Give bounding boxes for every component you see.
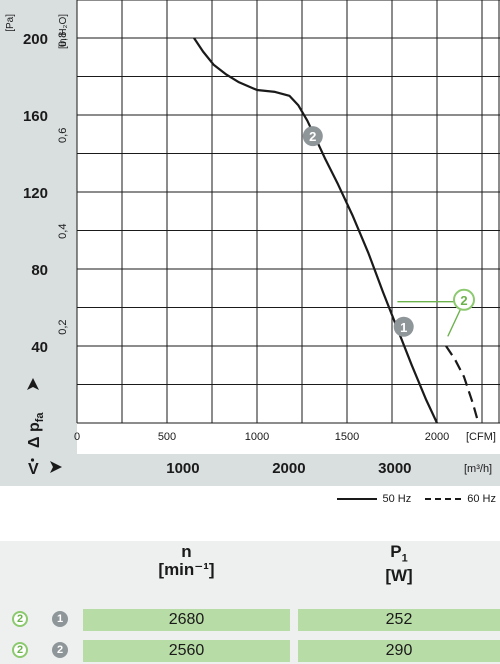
bottom-axis-band: [0, 454, 500, 486]
operating-point-markers: 1 2 2: [302, 126, 475, 337]
x-axis-m3h-ticks: 1000 2000 3000: [166, 460, 411, 477]
v-dot-icon: [30, 458, 35, 462]
col-speed-header: n [min⁻¹]: [83, 543, 290, 579]
fan-curve-chart: 200 160 120 80 40 0,8 0,6 0,4 0,2 0 500 1000 1500 2…: [0, 0, 500, 486]
left-axis-band: [0, 0, 77, 454]
y-tick-label: 40: [31, 339, 48, 356]
marker-circle: [393, 316, 414, 337]
legend: 50 Hz 60 Hz: [336, 490, 496, 508]
x-tick-label: 1500: [335, 431, 359, 443]
dp-label: Δ p: [26, 422, 43, 448]
col-speed-symbol: n: [181, 542, 192, 561]
legend-50hz-label: 50 Hz: [382, 493, 412, 505]
plot-grid: [76, 0, 500, 424]
callout-lines: [397, 301, 462, 337]
col-speed-unit: [min⁻¹]: [158, 560, 215, 579]
dp-arrow-icon: [27, 378, 39, 390]
grey-marker-icon: 1: [52, 611, 68, 627]
y-tick-label: 200: [23, 31, 48, 48]
operating-data-table: n [min⁻¹] P1 [W] 2 1 2680 252 2 2 2560 2…: [0, 541, 500, 664]
y2-tick-label: 0,2: [57, 319, 69, 334]
green-marker-icon: 2: [12, 642, 28, 658]
x2-tick-label: 3000: [378, 460, 411, 477]
grey-marker-icon: 1: [393, 316, 414, 337]
legend-60hz-swatch: [425, 498, 462, 500]
grey-marker-icon: 2: [302, 126, 323, 147]
v-arrow-icon: [50, 461, 62, 473]
x-tick-label: 1000: [245, 431, 269, 443]
y2-tick-label: 0,6: [57, 128, 69, 143]
x-axis-m3h-label: [m³/h]: [464, 463, 492, 475]
col-power-header: P1 [W]: [298, 543, 500, 585]
x2-tick-label: 2000: [272, 460, 305, 477]
marker-label: 2: [460, 293, 467, 308]
y2-tick-label: 0,4: [57, 224, 69, 239]
power-cell: 290: [298, 640, 500, 662]
marker-label: 2: [309, 129, 316, 144]
marker-circle: [302, 126, 323, 147]
table-row: 2 1 2680 252: [0, 609, 500, 631]
y-tick-label: 80: [31, 262, 48, 279]
power-cell: 252: [298, 609, 500, 631]
y2-tick-label: 0,8: [57, 32, 69, 47]
marker-circle: [453, 288, 475, 311]
x-tick-label: 0: [74, 431, 80, 443]
green-marker-icon: 2: [12, 611, 28, 627]
plot-area: [77, 0, 500, 423]
y-axis-inh2o-ticks: 0,8 0,6 0,4 0,2: [57, 32, 69, 335]
speed-cell: 2680: [83, 609, 290, 631]
legend-60hz-label: 60 Hz: [467, 493, 496, 505]
dp-sub: fa: [34, 412, 46, 423]
green-marker-icon: 2: [453, 288, 475, 311]
table-row: 2 2 2560 290: [0, 640, 500, 662]
legend-50hz-swatch: [336, 498, 377, 500]
y-axis-pa-ticks: 200 160 120 80 40: [23, 31, 48, 356]
flow-axis-title: V: [28, 458, 62, 478]
x-axis-cfm-ticks: 0 500 1000 1500 2000: [74, 431, 449, 443]
curve-60hz: [445, 345, 480, 424]
callout-line: [447, 307, 462, 337]
speed-cell: 2560: [83, 640, 290, 662]
x-tick-label: 500: [158, 431, 176, 443]
pressure-axis-title: Δ pfa: [26, 378, 46, 448]
marker-label: 1: [400, 320, 407, 335]
v-label: V: [28, 461, 39, 478]
svg-text:Δ pfa: Δ pfa: [26, 412, 46, 448]
grey-marker-icon: 2: [52, 642, 68, 658]
x-axis-cfm-label: [CFM]: [466, 431, 496, 443]
x-tick-label: 2000: [425, 431, 449, 443]
y-axis-inh2o-label: [in H₂O]: [58, 14, 69, 49]
col-power-unit: [W]: [385, 566, 413, 586]
y-tick-label: 120: [23, 185, 48, 202]
col-power-symbol: P1: [390, 542, 408, 565]
y-axis-pa-label: [Pa]: [5, 14, 16, 32]
y-tick-label: 160: [23, 108, 48, 125]
x2-tick-label: 1000: [166, 460, 199, 477]
